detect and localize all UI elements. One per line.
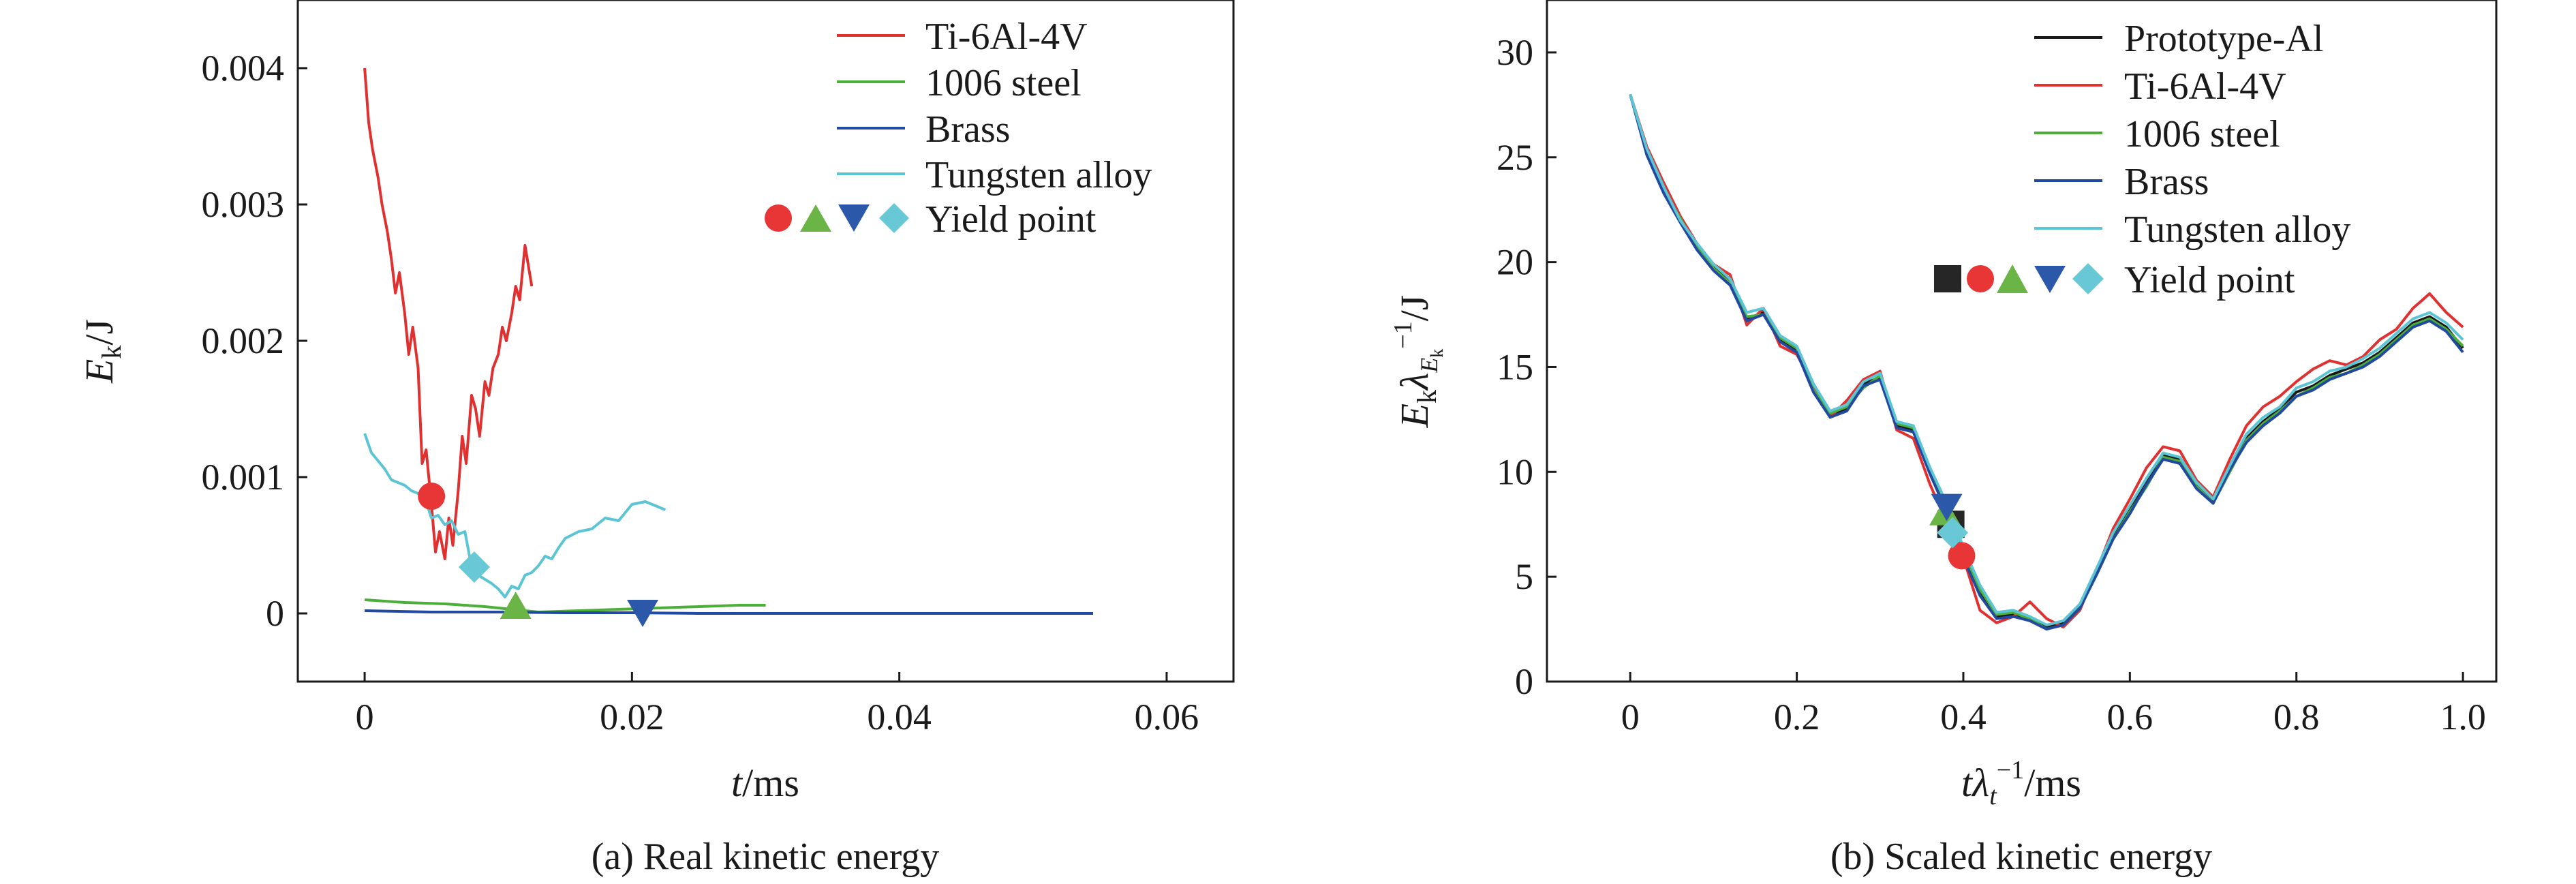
axis-ticks-b: 0 0.2 0.4 0.6 0.8 1.0 0 5 10 15 20 25 30 [1497, 32, 2486, 737]
x-label-b-sub: t [1989, 782, 1997, 810]
y-label-a-var: E [77, 359, 121, 384]
x-tick-label-a-3: 0.06 [1135, 697, 1199, 737]
y-axis-label-a: Ek/J [77, 319, 127, 384]
legend-label-tungsten-a: Tungsten alloy [925, 154, 1152, 196]
x-tick-label-b-0: 0 [1621, 697, 1640, 737]
y-tick-label-b-4: 20 [1497, 242, 1533, 283]
y-label-b-sub: k [1411, 390, 1442, 403]
plot-frame-b [1546, 0, 2498, 683]
legend-yield-square-icon-b [1934, 265, 1961, 292]
y-label-b-sub3: k [1427, 349, 1447, 358]
legend-yield-diamond-icon-a [879, 203, 909, 233]
series-line-prototype-al-b [1629, 93, 2464, 628]
yield-marker-brass-b [1931, 493, 1963, 521]
y-tick-label-b-0: 0 [1515, 661, 1533, 702]
y-label-b-sub2: E [1415, 358, 1443, 374]
legend-label-tungsten-b: Tungsten alloy [2124, 209, 2350, 251]
yield-marker-ti-6al-4v-b [1948, 542, 1976, 570]
y-axis-label-b: EkλEk−1/J [1389, 295, 1447, 429]
yield-marker-tungsten-alloy-a [458, 551, 490, 583]
y-label-b-mid: λ [1392, 373, 1437, 391]
y-tick-label-a-2: 0.002 [202, 320, 285, 361]
x-label-b-var: tλ [1961, 761, 1989, 805]
legend-yield-triangle-up-icon-b [1997, 264, 2028, 293]
x-tick-label-b-1: 0.2 [1774, 697, 1820, 737]
y-tick-label-a-3: 0.003 [202, 184, 285, 225]
series-line-ti-6al-4v-a [363, 67, 534, 560]
x-axis-label-a: t/ms [731, 761, 799, 805]
x-label-b-sup: −1 [1997, 756, 2024, 784]
yield-marker-ti-6al-4v-a [418, 483, 446, 510]
y-label-a-sub: k [96, 346, 127, 359]
legend-label-ti6al4v-a: Ti-6Al-4V [925, 16, 1088, 58]
y-tick-label-b-5: 25 [1497, 137, 1533, 178]
x-tick-label-b-2: 0.4 [1940, 697, 1987, 737]
legend-label-yield-b: Yield point [2124, 259, 2295, 301]
legend-yield-triangle-down-icon-b [2034, 266, 2066, 293]
y-tick-label-b-3: 15 [1497, 346, 1533, 387]
legend-yield-diamond-icon-b [2072, 263, 2104, 294]
series-line-tungsten-alloy-a [363, 433, 666, 598]
series-line-brass-b [1629, 93, 2464, 631]
yield-marker-brass-a [627, 600, 659, 627]
x-tick-label-b-4: 0.8 [2273, 697, 2320, 737]
legend-label-yield-a: Yield point [925, 198, 1097, 241]
x-tick-label-a-2: 0.04 [867, 697, 932, 737]
y-label-b-sup: −1 [1389, 321, 1417, 348]
y-tick-label-a-4: 0.004 [202, 48, 285, 89]
legend-label-ti6al4v-b: Ti-6Al-4V [2124, 65, 2286, 108]
x-label-a-var: t [731, 761, 743, 805]
y-label-b-unit: /J [1392, 295, 1437, 322]
legend-yield-circle-icon-b [1967, 265, 1994, 292]
legend-a: Ti-6Al-4V 1006 steel Brass Tungsten allo… [765, 16, 1152, 241]
caption-b: (b) Scaled kinetic energy [1830, 836, 2212, 878]
y-tick-label-b-1: 5 [1515, 556, 1533, 597]
y-label-a-unit: /J [77, 319, 121, 346]
yield-markers-b [1929, 493, 1976, 570]
x-label-a-unit: /ms [742, 761, 799, 805]
x-tick-label-b-5: 1.0 [2440, 697, 2486, 737]
legend-yield-triangle-down-icon-a [838, 204, 870, 232]
y-label-b-var: E [1392, 403, 1437, 428]
legend-label-1006steel-a: 1006 steel [925, 62, 1082, 104]
legend-label-brass-a: Brass [925, 108, 1010, 151]
y-tick-label-a-0: 0 [266, 593, 284, 634]
series-line-brass-a [365, 609, 1093, 615]
y-tick-label-b-2: 10 [1497, 451, 1533, 492]
legend-label-prototype-b: Prototype-Al [2124, 18, 2323, 60]
yield-marker-1006-steel-a [500, 592, 532, 619]
legend-yield-triangle-up-icon-a [800, 204, 831, 232]
series-line-ti-6al-4v-b [1629, 93, 2464, 628]
axis-ticks-a: 0 0.02 0.04 0.06 0 0.001 0.002 0.003 0.004 [202, 48, 1199, 737]
x-tick-label-b-3: 0.6 [2107, 697, 2153, 737]
plot-frame-a [296, 0, 1235, 683]
series-line-tungsten-alloy-b [1629, 93, 2464, 626]
x-tick-label-a-1: 0.02 [600, 697, 664, 737]
legend-label-brass-b: Brass [2124, 161, 2209, 203]
legend-yield-circle-icon-a [765, 204, 792, 232]
x-tick-label-a-0: 0 [356, 697, 374, 737]
y-tick-label-a-1: 0.001 [202, 457, 285, 498]
y-tick-label-b-6: 30 [1497, 32, 1533, 73]
x-label-b-unit: /ms [2024, 761, 2081, 805]
caption-a: (a) Real kinetic energy [592, 836, 940, 878]
legend-label-1006steel-b: 1006 steel [2124, 113, 2280, 155]
series-group-b [1629, 93, 2464, 631]
yield-markers-a [418, 483, 659, 627]
series-line-1006-steel-a [364, 598, 766, 613]
yield-marker-tungsten-alloy-b [1937, 517, 1969, 549]
series-group-a [363, 67, 1093, 615]
x-axis-label-b: tλt−1/ms [1961, 756, 2081, 810]
legend-b: Prototype-Al Ti-6Al-4V 1006 steel Brass … [1934, 18, 2350, 301]
